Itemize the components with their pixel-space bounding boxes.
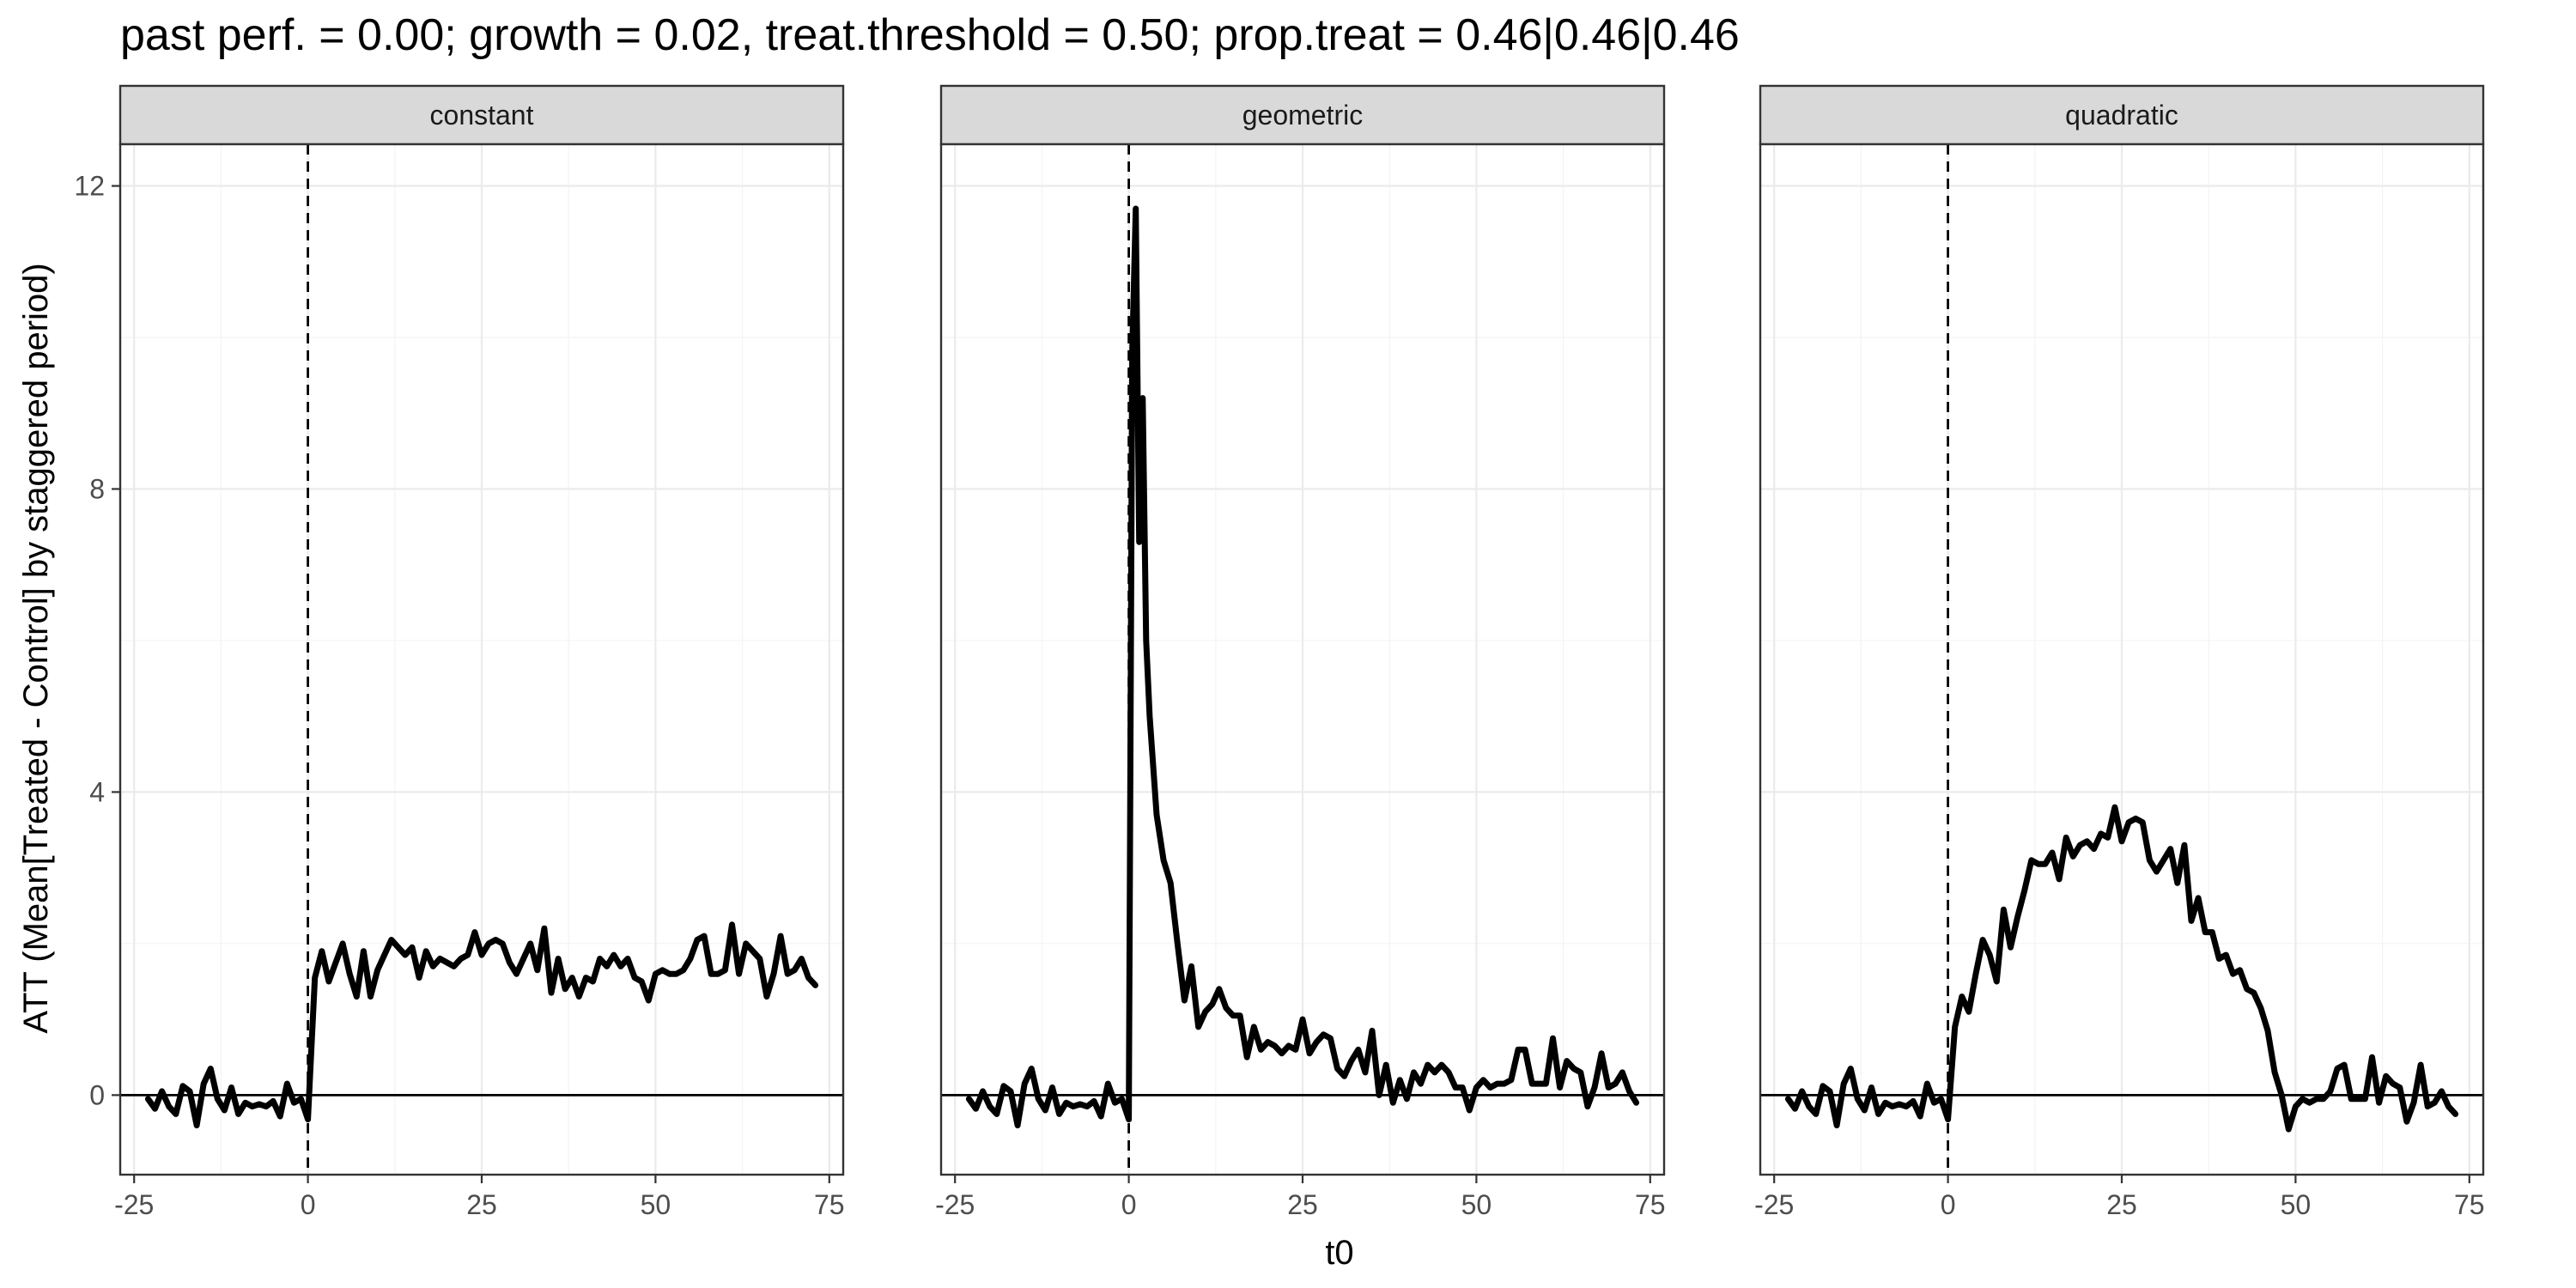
panel-quadratic: quadratic -25 0 25 50 75 xyxy=(1754,84,2485,1220)
x-tick-label: -25 xyxy=(114,1189,154,1220)
x-tick-label: 25 xyxy=(1287,1189,1318,1220)
strip-label-quadratic: quadratic xyxy=(2065,100,2178,131)
y-tick-label: 4 xyxy=(89,776,105,807)
att-line-quadratic xyxy=(1784,804,2459,1133)
panel-geometric: geometric -25 0 25 50 75 xyxy=(935,84,1666,1220)
att-line-constant xyxy=(144,921,819,1129)
strip-label-constant: constant xyxy=(430,100,534,131)
x-tick-label: 75 xyxy=(2454,1189,2485,1220)
x-tick-label: 50 xyxy=(1461,1189,1492,1220)
x-axis-label: t0 xyxy=(1325,1234,1353,1272)
x-tick-label: -25 xyxy=(1754,1189,1794,1220)
strip-quadratic xyxy=(1759,84,2485,146)
facet-panels: constant -25 0 25 50 75 0 4 8 12 geometric -25 0 25 50… xyxy=(74,84,2485,1220)
x-tick-label: 50 xyxy=(641,1189,671,1220)
y-axis-label: ATT (Mean[Treated - Control] by staggere… xyxy=(17,263,55,1033)
panel-constant: constant -25 0 25 50 75 0 4 8 12 xyxy=(74,84,845,1220)
y-tick-label: 12 xyxy=(74,171,105,202)
x-tick-label: 25 xyxy=(466,1189,497,1220)
x-tick-label: 25 xyxy=(2106,1189,2137,1220)
x-tick-label: 0 xyxy=(1121,1189,1137,1220)
x-tick-label: 0 xyxy=(301,1189,316,1220)
strip-label-geometric: geometric xyxy=(1242,100,1364,131)
x-tick-label: 0 xyxy=(1941,1189,1956,1220)
x-tick-label: 75 xyxy=(814,1189,845,1220)
y-tick-label: 0 xyxy=(89,1079,105,1110)
x-tick-label: -25 xyxy=(935,1189,975,1220)
strip-constant xyxy=(118,84,845,146)
y-tick-label: 8 xyxy=(89,473,105,504)
chart-title: past perf. = 0.00; growth = 0.02, treat.… xyxy=(120,10,1740,60)
x-tick-label: 75 xyxy=(1635,1189,1666,1220)
x-tick-label: 50 xyxy=(2281,1189,2312,1220)
att-line-geometric xyxy=(965,205,1640,1129)
